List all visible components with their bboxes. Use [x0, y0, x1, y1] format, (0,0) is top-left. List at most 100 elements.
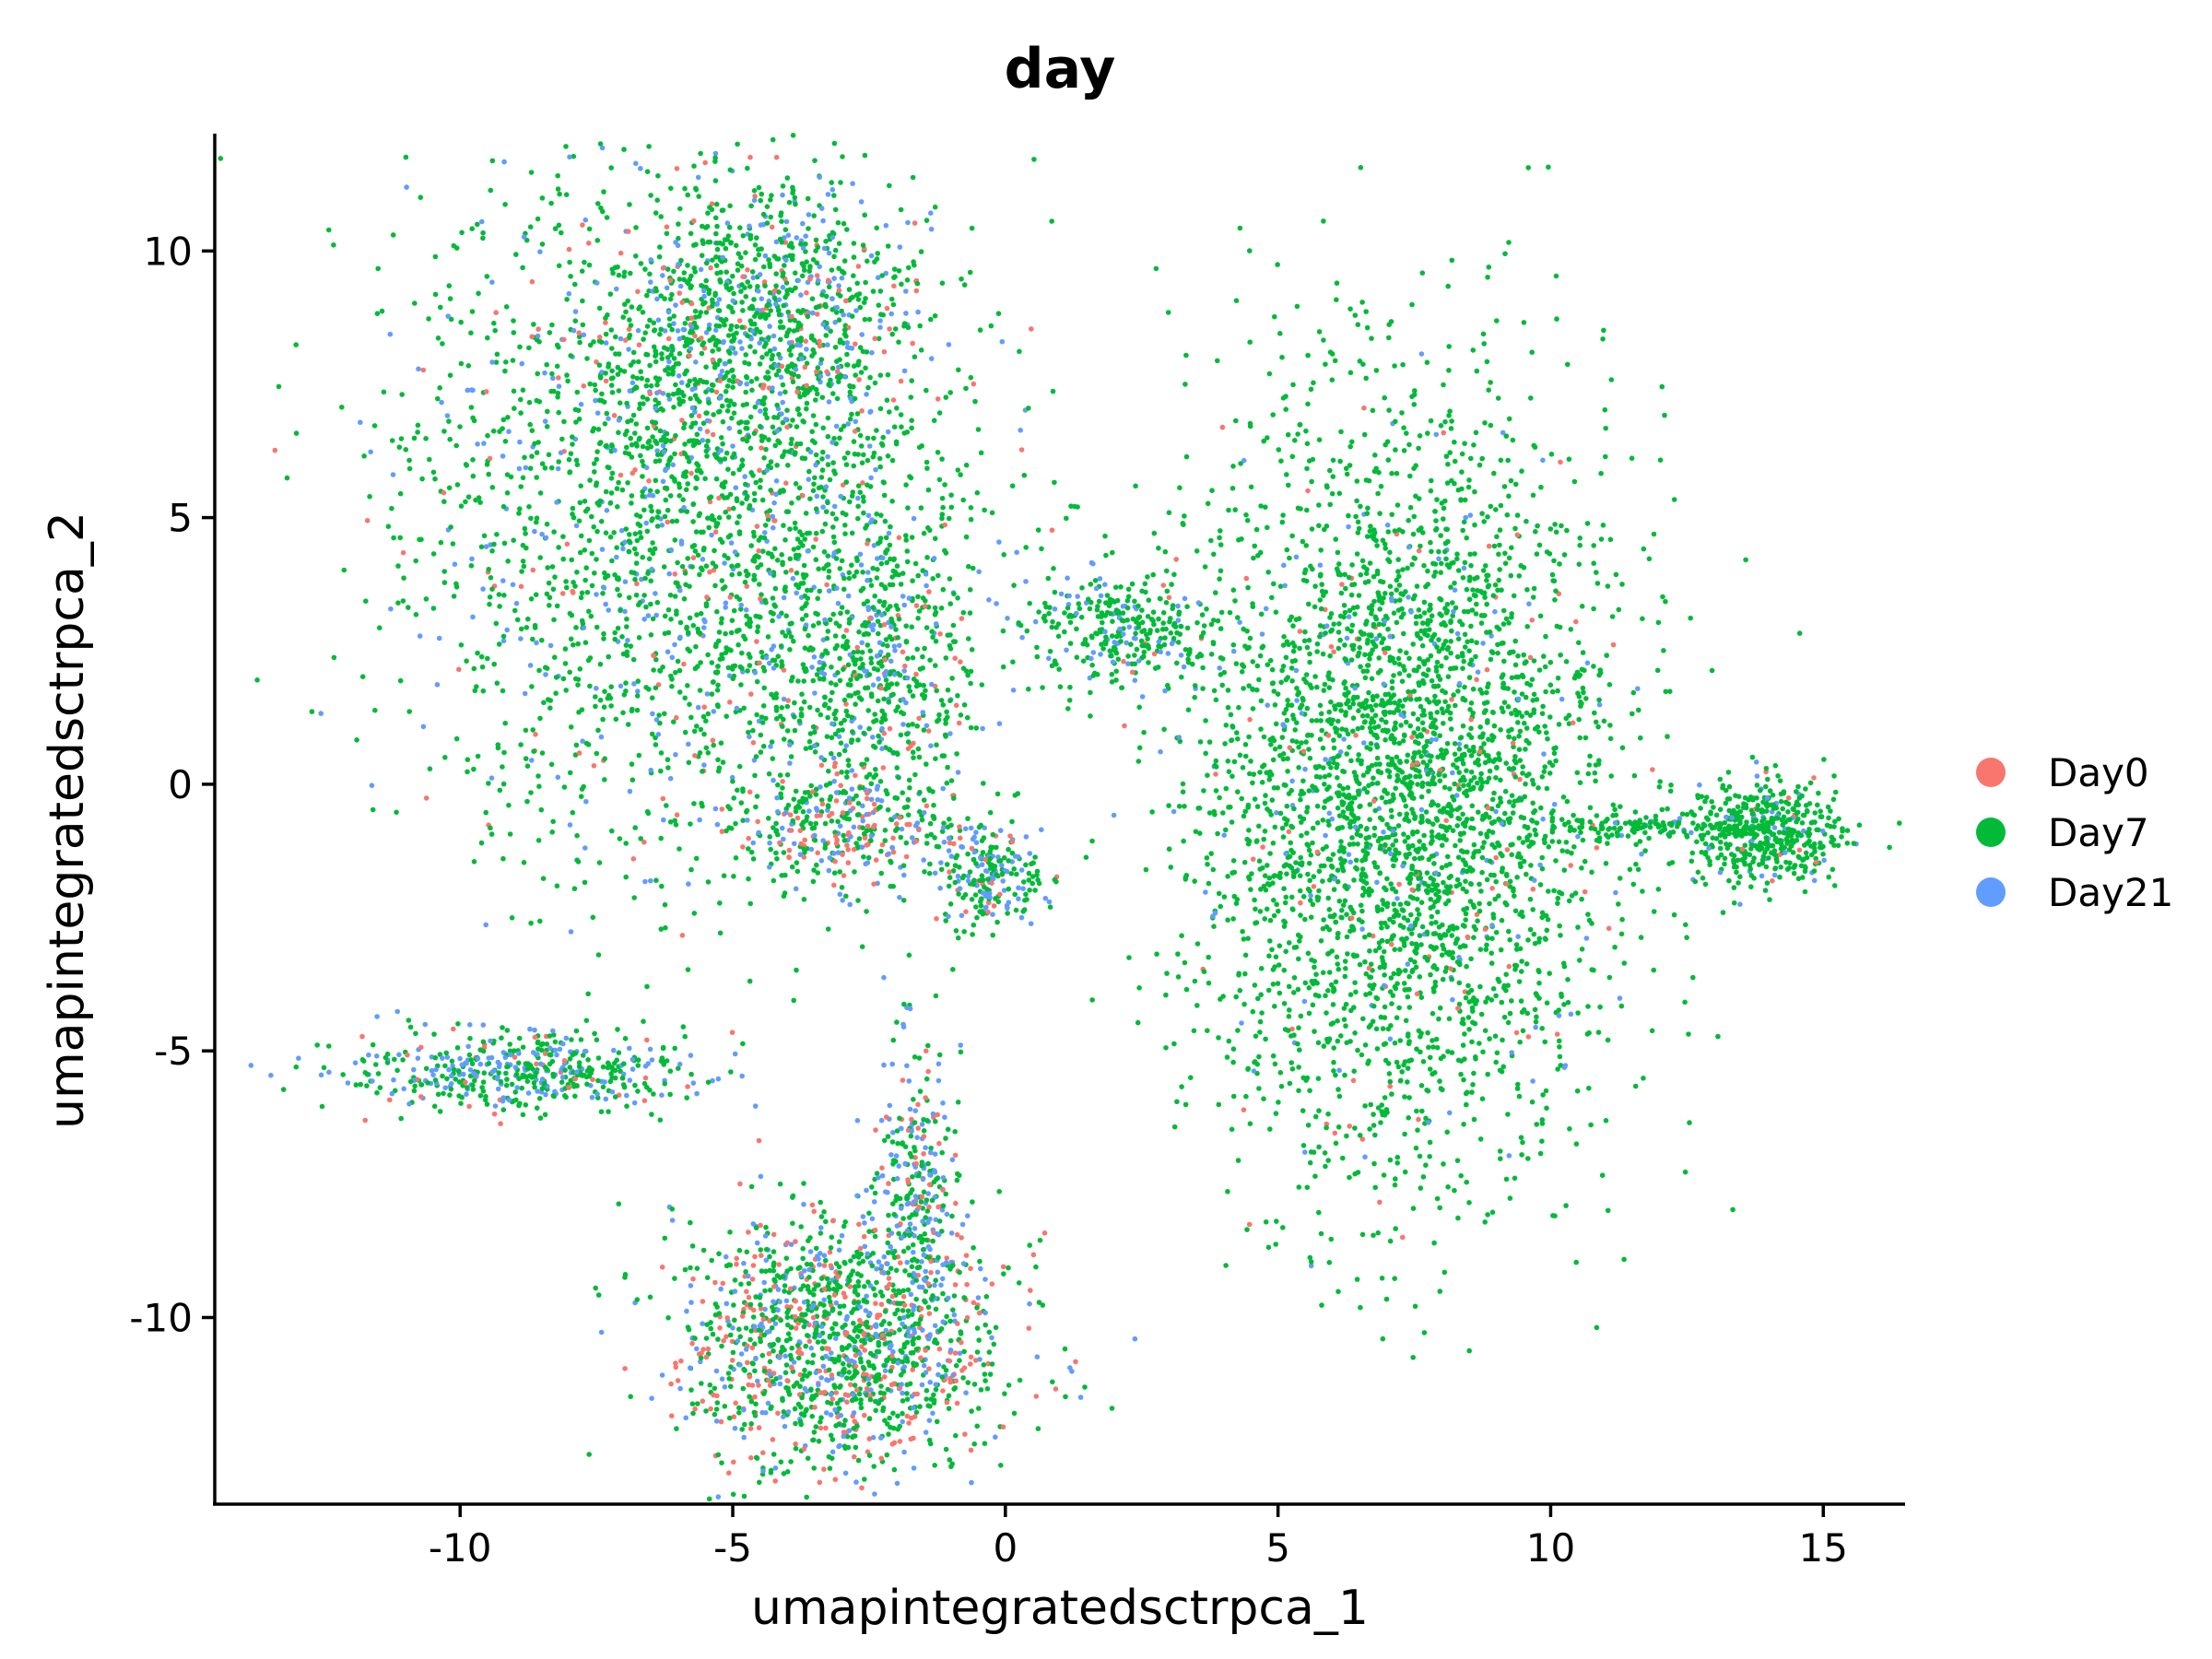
point-day7 — [573, 625, 579, 630]
point-day0 — [887, 725, 893, 732]
point-day7 — [1487, 815, 1492, 820]
point-day7 — [725, 534, 732, 540]
point-day0 — [826, 277, 831, 284]
point-day7 — [730, 384, 735, 391]
point-day7 — [609, 368, 615, 374]
point-day7 — [574, 462, 581, 468]
point-day21 — [905, 219, 911, 226]
point-day0 — [879, 841, 886, 848]
point-day21 — [730, 443, 735, 449]
point-day21 — [480, 586, 486, 592]
point-day7 — [865, 642, 871, 648]
point-day7 — [582, 508, 589, 514]
point-day7 — [694, 461, 700, 466]
point-day7 — [968, 516, 974, 523]
point-day7 — [1393, 1226, 1398, 1231]
point-day7 — [370, 806, 376, 813]
point-day7 — [950, 967, 956, 972]
point-day7 — [1575, 1010, 1581, 1016]
point-day7 — [1556, 839, 1562, 845]
point-day7 — [752, 772, 758, 779]
point-day21 — [888, 658, 894, 665]
point-day21 — [469, 556, 475, 562]
point-day7 — [939, 495, 946, 501]
point-day7 — [426, 316, 431, 322]
point-day21 — [517, 439, 523, 445]
point-day7 — [564, 297, 570, 302]
point-day7 — [526, 345, 532, 351]
point-day7 — [968, 680, 973, 687]
point-day7 — [735, 787, 740, 794]
point-day7 — [486, 781, 491, 786]
point-day7 — [609, 443, 615, 450]
point-day7 — [419, 476, 425, 482]
point-day7 — [607, 291, 614, 297]
point-day7 — [488, 187, 494, 194]
point-day21 — [470, 614, 476, 620]
point-day21 — [1406, 594, 1411, 600]
point-day7 — [747, 978, 753, 984]
point-day21 — [955, 770, 961, 775]
point-day7 — [761, 685, 767, 691]
point-day7 — [1034, 872, 1040, 878]
point-day7 — [1392, 1040, 1398, 1046]
point-day7 — [878, 441, 885, 447]
point-day7 — [1542, 664, 1548, 670]
point-day7 — [751, 297, 757, 302]
point-day7 — [843, 708, 850, 714]
point-day21 — [676, 373, 682, 379]
point-day7 — [969, 225, 975, 231]
point-day7 — [849, 714, 854, 720]
point-day21 — [666, 359, 672, 365]
point-day7 — [705, 879, 712, 885]
point-day21 — [631, 681, 637, 687]
point-day7 — [939, 512, 946, 517]
point-day21 — [614, 554, 619, 560]
point-day7 — [800, 808, 806, 815]
point-day0 — [664, 224, 670, 229]
point-day7 — [762, 312, 768, 317]
point-day21 — [831, 503, 838, 510]
point-day0 — [800, 493, 806, 499]
point-day7 — [1421, 832, 1427, 839]
point-day7 — [861, 510, 866, 516]
point-day7 — [796, 718, 803, 724]
point-day7 — [415, 429, 420, 435]
point-day7 — [564, 372, 570, 378]
point-day7 — [859, 761, 865, 768]
point-day7 — [567, 610, 573, 617]
point-day7 — [852, 573, 857, 579]
point-day7 — [1364, 534, 1371, 539]
point-day7 — [855, 483, 862, 488]
point-day21 — [660, 478, 666, 485]
point-day7 — [876, 630, 881, 637]
point-day7 — [779, 240, 785, 245]
point-day7 — [853, 372, 858, 378]
point-day0 — [934, 916, 939, 922]
point-day7 — [728, 241, 734, 246]
point-day7 — [613, 334, 618, 340]
point-day7 — [1347, 992, 1354, 997]
point-day7 — [1419, 620, 1426, 626]
point-day7 — [862, 212, 867, 218]
point-day7 — [1531, 931, 1537, 937]
point-day7 — [560, 534, 566, 539]
point-day21 — [678, 538, 685, 544]
point-day7 — [979, 682, 985, 688]
point-day7 — [1348, 758, 1354, 764]
point-day7 — [752, 313, 758, 320]
point-day7 — [762, 411, 769, 418]
point-day21 — [692, 409, 698, 415]
point-day7 — [766, 375, 771, 381]
point-day7 — [809, 429, 815, 435]
point-day7 — [760, 401, 767, 407]
point-day7 — [1163, 1045, 1169, 1051]
point-day7 — [770, 136, 776, 143]
point-day7 — [331, 654, 337, 661]
point-day0 — [699, 335, 704, 341]
point-day7 — [582, 547, 588, 553]
point-day7 — [494, 532, 500, 537]
point-day7 — [794, 424, 800, 429]
point-day7 — [671, 719, 677, 724]
point-day7 — [663, 497, 669, 503]
